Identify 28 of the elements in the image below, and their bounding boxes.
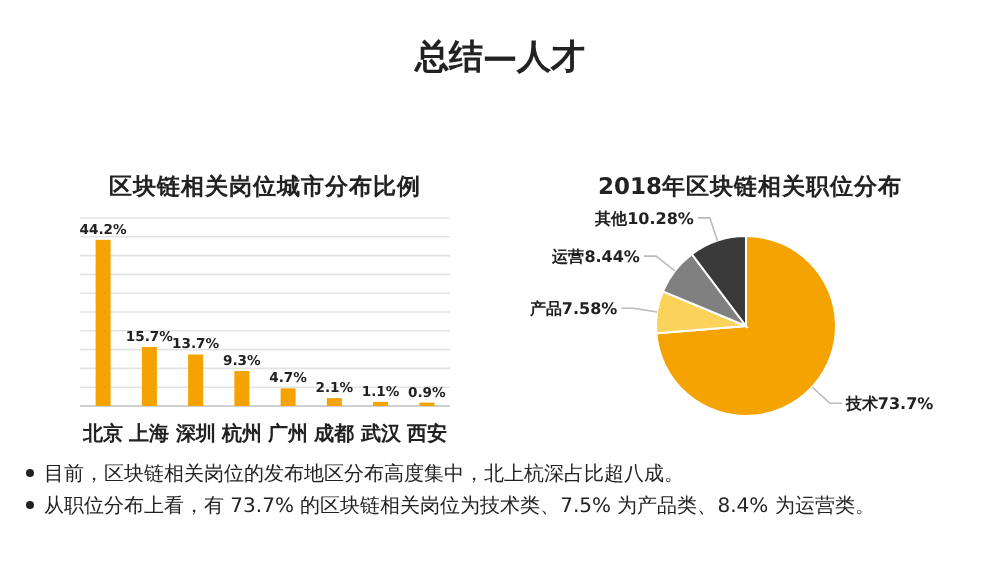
data-label: 8.44%	[584, 248, 640, 267]
x-tick-label: 西安	[404, 422, 447, 446]
slice-label: 运营	[550, 248, 585, 267]
slice-label: 其他	[593, 209, 630, 228]
pie-slice	[655, 235, 837, 417]
bar	[234, 371, 250, 406]
text: 从职位分布上看，有 73.7% 的区块链相关岗位为技术类、7.5% 为产品类、8.4% 为运营类。	[44, 494, 875, 518]
x-tick-label: 成都	[312, 422, 355, 446]
data-label: 7.58%	[561, 300, 618, 319]
bar	[141, 346, 157, 406]
bar	[280, 388, 296, 406]
x-tick-label: 武汉	[358, 422, 403, 446]
bar	[95, 239, 111, 406]
data-label: 10.28%	[627, 209, 694, 228]
text: 目前，区块链相关岗位的发布地区分布高度集中，北上杭深占比超八成。	[44, 462, 684, 486]
bar	[188, 354, 204, 406]
chart-title: 2018年区块链相关职位分布	[597, 172, 903, 200]
bar	[326, 398, 342, 406]
x-tick-label: 北京	[81, 422, 124, 446]
x-tick-label: 深圳	[173, 422, 216, 446]
x-tick-label: 广州	[266, 422, 309, 446]
x-tick-label: 上海	[127, 422, 170, 446]
chart-title: 区块链相关岗位城市分布比例	[109, 172, 421, 200]
text: 总结—人才	[413, 38, 585, 78]
data-label: 73.7%	[877, 395, 934, 414]
slice-label: 产品	[527, 300, 562, 319]
x-tick-label: 杭州	[219, 422, 262, 446]
slice-label: 技术	[843, 395, 880, 414]
